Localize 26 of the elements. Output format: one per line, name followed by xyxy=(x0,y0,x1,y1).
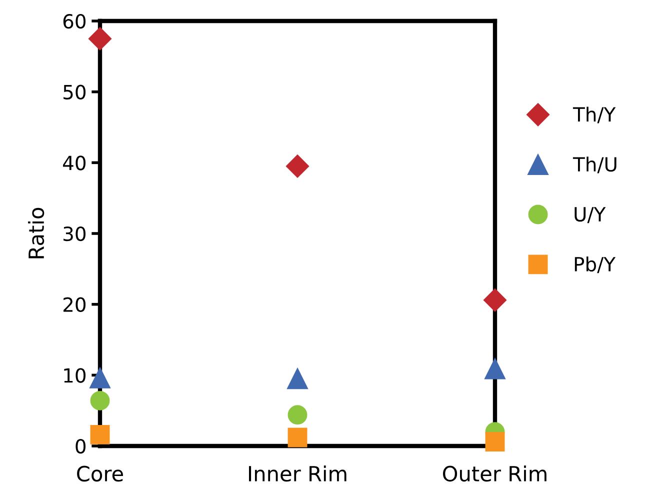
y-tick-label: 20 xyxy=(63,297,86,312)
legend-label: Th/U xyxy=(572,156,616,174)
y-tick-label: 40 xyxy=(63,156,86,170)
point xyxy=(485,432,505,452)
x-tick-label: Core xyxy=(77,466,123,482)
y-tick-label: 10 xyxy=(64,368,86,383)
y-tick-label: 50 xyxy=(64,84,86,100)
point xyxy=(288,428,308,448)
point xyxy=(286,154,309,178)
point xyxy=(484,288,506,312)
y-tick-label: 30 xyxy=(64,226,86,242)
point xyxy=(88,27,112,50)
point xyxy=(90,368,110,388)
point xyxy=(288,405,308,425)
point xyxy=(90,390,110,410)
y-axis-title: Ratio xyxy=(28,208,44,258)
y-tick-label: 0 xyxy=(76,438,86,454)
point xyxy=(287,368,308,390)
x-tick-label: Outer Rim xyxy=(443,465,546,482)
point xyxy=(90,424,110,444)
legend-label: Th/Y xyxy=(572,106,616,124)
point xyxy=(484,358,506,380)
x-tick-label: Inner Rim xyxy=(248,465,346,482)
y-tick-label: 60 xyxy=(63,14,86,29)
legend-label: Pb/Y xyxy=(574,256,616,274)
legend-label: U/Y xyxy=(574,207,606,224)
